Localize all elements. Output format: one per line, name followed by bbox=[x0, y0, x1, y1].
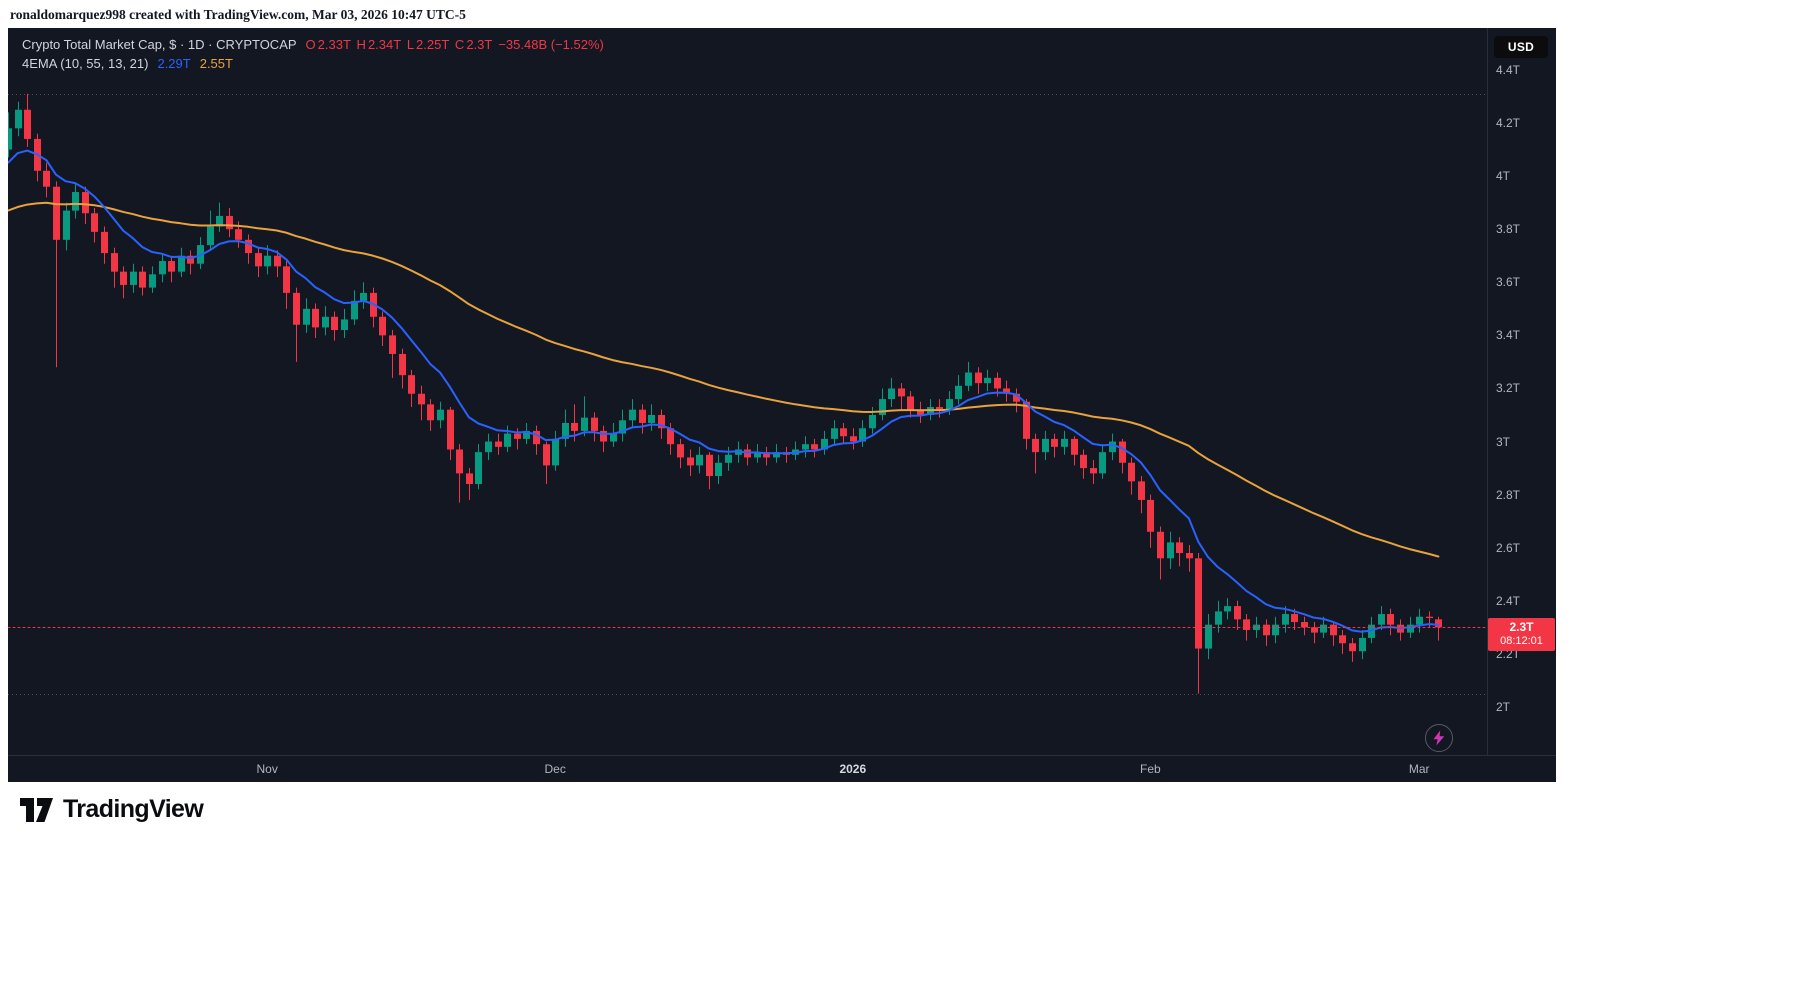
attribution-text: ronaldomarquez998 created with TradingVi… bbox=[10, 7, 466, 22]
symbol-legend-row: Crypto Total Market Cap, $ · 1D · CRYPTO… bbox=[22, 35, 606, 54]
candlestick-chart-canvas[interactable] bbox=[8, 28, 1487, 755]
tradingview-logo-text: TradingView bbox=[63, 794, 204, 823]
ema-fast-value: 2.29T bbox=[157, 56, 191, 71]
ema-slow-value: 2.55T bbox=[199, 56, 233, 71]
price-tick-label: 4.4T bbox=[1496, 62, 1521, 77]
price-tick-label: 2.8T bbox=[1496, 487, 1521, 502]
open-label: O bbox=[305, 37, 316, 52]
price-tick-label: 2.6T bbox=[1496, 540, 1521, 555]
boost-button[interactable] bbox=[1425, 724, 1453, 752]
symbol-title[interactable]: Crypto Total Market Cap, $ · 1D · CRYPTO… bbox=[22, 37, 297, 52]
ohlc-values: O 2.33T H 2.34T L 2.25T C 2.3T −35.48B (−1.52… bbox=[306, 37, 606, 52]
tradingview-logo[interactable]: TradingView bbox=[20, 794, 204, 824]
tradingview-logo-icon bbox=[20, 798, 53, 822]
attribution-bar: ronaldomarquez998 created with TradingVi… bbox=[0, 0, 1814, 30]
high-label: H bbox=[356, 37, 366, 52]
price-tick-label: 3.2T bbox=[1496, 381, 1521, 396]
time-axis-label: Mar bbox=[1408, 762, 1430, 776]
footer: TradingView bbox=[20, 794, 204, 824]
time-axis[interactable]: Nov Dec 2026 Feb Mar bbox=[8, 755, 1556, 782]
price-tick-label: 3.4T bbox=[1496, 328, 1521, 343]
indicator-title[interactable]: 4EMA (10, 55, 13, 21) bbox=[22, 56, 149, 71]
price-tick-label: 3T bbox=[1496, 434, 1511, 449]
price-tick-label: 4.2T bbox=[1496, 116, 1521, 131]
price-tick-label: 2T bbox=[1496, 699, 1511, 714]
lightning-icon bbox=[1433, 730, 1445, 746]
chart-legend: Crypto Total Market Cap, $ · 1D · CRYPTO… bbox=[22, 35, 606, 73]
price-axis[interactable]: 4.4T 4.2T 4T 3.8T 3.6T 3.4T 3.2T 3T 2.8T 2.6T 2.4T… bbox=[1487, 28, 1556, 755]
time-axis-label: 2026 bbox=[839, 762, 867, 776]
close-label: C bbox=[454, 37, 465, 52]
time-axis-label: Nov bbox=[256, 762, 278, 776]
currency-button[interactable]: USD bbox=[1494, 36, 1548, 58]
low-label: L bbox=[406, 37, 415, 52]
open-value: 2.33T bbox=[317, 37, 351, 52]
price-tick-label: 3.8T bbox=[1496, 222, 1521, 237]
last-price-value: 2.3T bbox=[1509, 620, 1534, 634]
price-tick-label: 4T bbox=[1496, 169, 1511, 184]
time-axis-label: Dec bbox=[544, 762, 566, 776]
price-tick-label: 2.4T bbox=[1496, 593, 1521, 608]
change-value: −35.48B (−1.52%) bbox=[498, 37, 604, 52]
high-value: 2.34T bbox=[367, 37, 402, 52]
close-value: 2.3T bbox=[466, 37, 493, 52]
last-price-label: 2.3T 08:12:01 bbox=[1488, 618, 1555, 651]
price-tick-label: 3.6T bbox=[1496, 275, 1521, 290]
low-value: 2.25T bbox=[416, 37, 450, 52]
indicator-legend-row: 4EMA (10, 55, 13, 21) 2.29T 2.55T bbox=[22, 54, 606, 73]
chart-panel: Crypto Total Market Cap, $ · 1D · CRYPTO… bbox=[8, 28, 1556, 782]
time-axis-label: Feb bbox=[1140, 762, 1161, 776]
bar-close-countdown: 08:12:01 bbox=[1500, 635, 1543, 647]
